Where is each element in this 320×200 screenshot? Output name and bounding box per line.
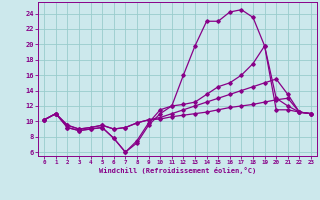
X-axis label: Windchill (Refroidissement éolien,°C): Windchill (Refroidissement éolien,°C) — [99, 167, 256, 174]
